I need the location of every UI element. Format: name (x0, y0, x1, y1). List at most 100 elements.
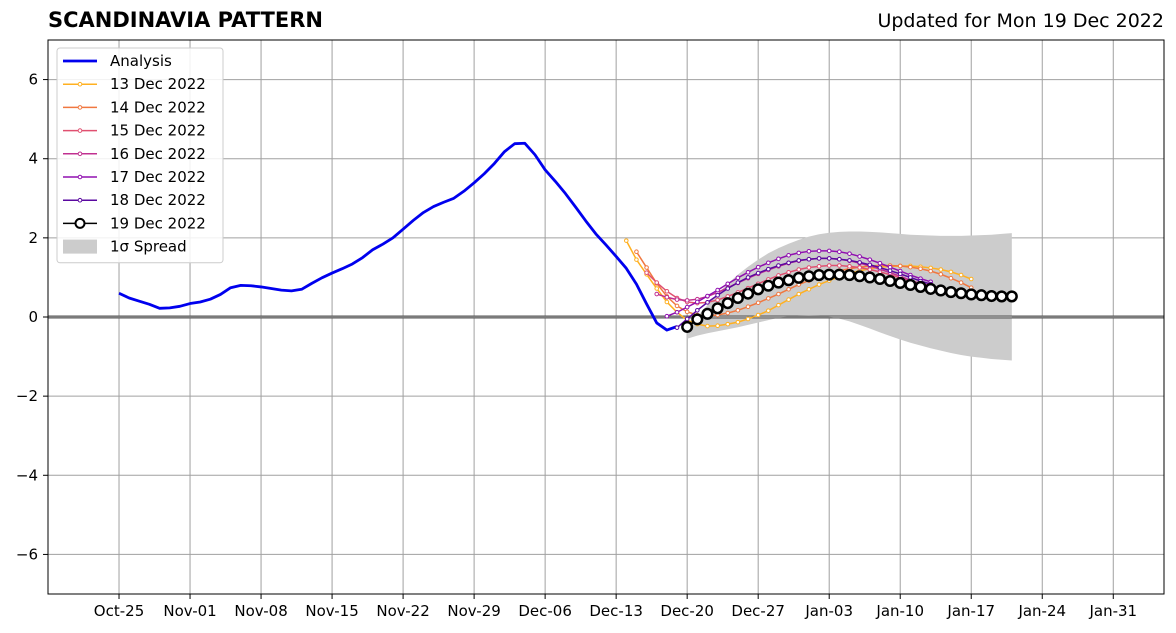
chart-subtitle: Updated for Mon 19 Dec 2022 (877, 10, 1164, 32)
series-point (873, 272, 886, 286)
series-point (894, 276, 907, 290)
x-tick-label: Nov-22 (376, 602, 429, 620)
series-point (731, 291, 744, 305)
series-point (695, 307, 700, 313)
series-point (887, 264, 893, 270)
x-tick-label: Jan-03 (804, 602, 853, 620)
series-point (944, 286, 957, 299)
series-point (786, 287, 791, 292)
x-tick-label: Nov-15 (305, 602, 358, 620)
series-point (826, 263, 832, 268)
series-point (908, 275, 913, 280)
series-point (623, 238, 629, 243)
series-point (938, 267, 944, 272)
series-point (674, 325, 680, 330)
legend-box (56, 47, 224, 264)
series-point (755, 270, 761, 276)
legend-marker (77, 128, 83, 133)
y-tick-label: −6 (16, 545, 38, 563)
series-point (684, 309, 690, 315)
series-point (735, 280, 741, 285)
series-point (958, 272, 964, 278)
series-19-dec-2022 (681, 268, 1018, 333)
series-point (938, 271, 944, 277)
series-point (776, 256, 781, 262)
series-point (813, 269, 826, 282)
legend-label: 13 Dec 2022 (110, 75, 206, 93)
series-point (745, 269, 751, 275)
x-tick-label: Oct-25 (94, 602, 144, 620)
series-point (721, 297, 734, 310)
series-point (755, 264, 761, 270)
plot-frame (47, 39, 1165, 595)
x-tick-label: Dec-20 (660, 602, 714, 620)
x-tick-label: Dec-13 (589, 602, 643, 620)
legend-entry: 15 Dec 2022 (63, 122, 206, 140)
series-point (806, 256, 812, 262)
series-point (664, 288, 670, 294)
legend-entry: 16 Dec 2022 (63, 145, 206, 163)
series-point (867, 267, 873, 272)
series-point (853, 270, 866, 283)
series-point (725, 321, 731, 327)
series-point (644, 270, 649, 275)
series-point (654, 280, 660, 285)
series-point (948, 269, 954, 275)
series-point (877, 260, 883, 266)
chart-title: SCANDINAVIA PATTERN (48, 8, 323, 32)
y-tick-label: 6 (28, 71, 38, 89)
series-point (884, 274, 897, 288)
series-point (745, 275, 751, 280)
legend-label: 17 Dec 2022 (110, 168, 206, 186)
series-point (887, 268, 893, 274)
series-point (847, 251, 852, 256)
series-point (908, 264, 913, 270)
legend-swatch (63, 239, 97, 254)
analysis-line (118, 141, 678, 332)
series-point (741, 287, 755, 300)
series-point (705, 293, 710, 299)
series-point (786, 260, 791, 266)
series-point (664, 313, 670, 319)
series-point (857, 265, 862, 270)
series-point (684, 298, 690, 303)
legend-label: 16 Dec 2022 (110, 145, 206, 163)
series-point (837, 256, 842, 262)
series-point (975, 289, 988, 302)
series-point (681, 320, 694, 333)
series-point (701, 307, 714, 320)
series-point (857, 254, 862, 259)
series-point (934, 284, 947, 297)
series-point (735, 275, 741, 281)
series-point (766, 296, 771, 301)
series-point (985, 289, 998, 303)
series-point (715, 323, 720, 329)
series-point (786, 297, 791, 302)
series-point (918, 266, 923, 272)
x-tick-label: Nov-01 (163, 602, 216, 620)
series-point (816, 264, 822, 269)
legend-marker (77, 174, 83, 180)
series-point (715, 297, 720, 303)
series-point (847, 258, 852, 263)
series-point (745, 316, 751, 322)
series-point (823, 268, 836, 281)
x-tick-label: Jan-10 (875, 602, 924, 620)
series-point (664, 294, 670, 300)
series-point (691, 313, 704, 326)
series-point (776, 302, 781, 308)
legend-entry: 19 Dec 2022 (63, 214, 206, 232)
series-point (796, 267, 802, 272)
series-point (735, 307, 741, 313)
series-point (762, 279, 775, 292)
series-point (968, 276, 974, 282)
series-point (644, 265, 649, 270)
series-point (772, 276, 785, 289)
series-point (806, 249, 812, 254)
series-point (735, 319, 741, 325)
series-point (755, 312, 761, 318)
series-point (705, 300, 710, 305)
series-point (965, 288, 978, 301)
series-point (684, 316, 690, 322)
series-point (796, 291, 802, 297)
